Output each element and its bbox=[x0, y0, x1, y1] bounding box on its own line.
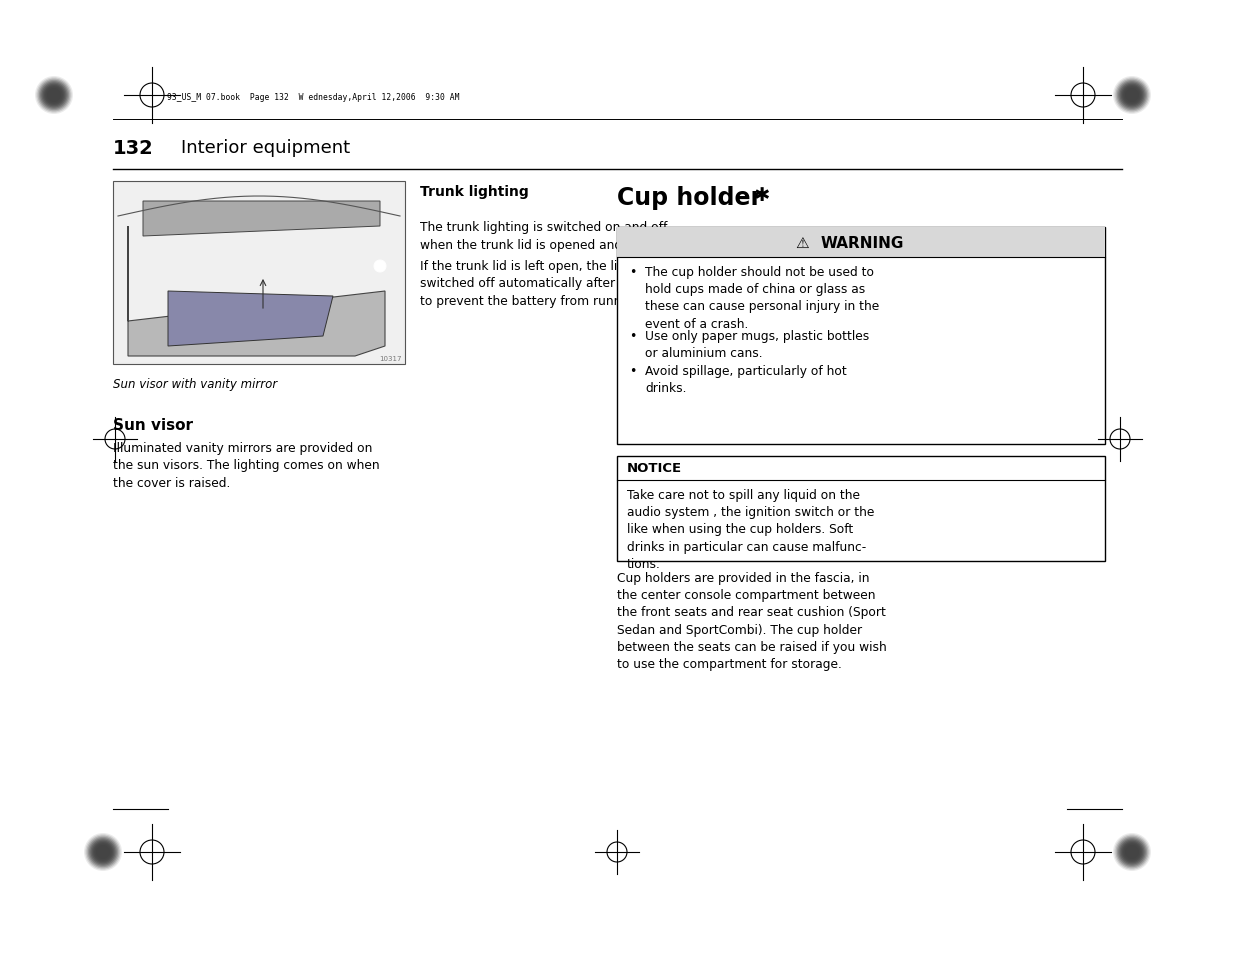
Circle shape bbox=[95, 844, 110, 860]
Circle shape bbox=[53, 95, 56, 97]
Circle shape bbox=[1128, 847, 1137, 857]
Circle shape bbox=[1130, 93, 1134, 98]
Circle shape bbox=[1120, 841, 1144, 863]
Circle shape bbox=[1123, 842, 1142, 862]
Text: If the trunk lid is left open, the lighting will be
switched off automatically a: If the trunk lid is left open, the light… bbox=[420, 260, 699, 308]
Circle shape bbox=[1114, 78, 1150, 113]
Circle shape bbox=[91, 841, 115, 863]
Circle shape bbox=[1126, 846, 1139, 859]
Text: NOTICE: NOTICE bbox=[627, 462, 682, 475]
Circle shape bbox=[1130, 850, 1134, 855]
Circle shape bbox=[1113, 77, 1151, 115]
Text: Trunk lighting: Trunk lighting bbox=[420, 185, 529, 199]
Bar bbox=[618, 456, 1105, 561]
Circle shape bbox=[98, 847, 107, 857]
Circle shape bbox=[1116, 837, 1147, 867]
Circle shape bbox=[1119, 840, 1145, 864]
Circle shape bbox=[84, 833, 122, 871]
Circle shape bbox=[52, 93, 57, 98]
Circle shape bbox=[100, 848, 106, 856]
Text: Use only paper mugs, plastic bottles
or aluminium cans.: Use only paper mugs, plastic bottles or … bbox=[645, 330, 869, 359]
Circle shape bbox=[36, 78, 72, 113]
Circle shape bbox=[93, 842, 112, 862]
Text: Illuminated vanity mirrors are provided on
the sun visors. The lighting comes on: Illuminated vanity mirrors are provided … bbox=[112, 441, 379, 490]
Circle shape bbox=[85, 835, 121, 870]
Circle shape bbox=[1116, 81, 1147, 112]
Circle shape bbox=[1119, 83, 1145, 109]
Circle shape bbox=[43, 85, 65, 107]
Bar bbox=[112, 182, 405, 365]
Text: Take care not to spill any liquid on the
audio system , the ignition switch or t: Take care not to spill any liquid on the… bbox=[627, 489, 874, 570]
Circle shape bbox=[1124, 87, 1141, 105]
Circle shape bbox=[1131, 851, 1132, 853]
Circle shape bbox=[49, 91, 59, 101]
Circle shape bbox=[35, 77, 73, 115]
Circle shape bbox=[101, 850, 105, 855]
Text: Avoid spillage, particularly of hot
drinks.: Avoid spillage, particularly of hot drin… bbox=[645, 365, 847, 395]
Circle shape bbox=[89, 839, 117, 866]
Circle shape bbox=[1115, 836, 1149, 868]
Polygon shape bbox=[128, 227, 385, 356]
Circle shape bbox=[51, 92, 58, 99]
Circle shape bbox=[1113, 833, 1151, 871]
Circle shape bbox=[1118, 82, 1146, 110]
Circle shape bbox=[1126, 90, 1139, 102]
Text: Sun visor with vanity mirror: Sun visor with vanity mirror bbox=[112, 377, 277, 391]
Text: Sun visor: Sun visor bbox=[112, 417, 193, 433]
Text: •: • bbox=[629, 330, 636, 342]
Text: ⚠: ⚠ bbox=[795, 235, 809, 251]
Text: •: • bbox=[629, 365, 636, 377]
Bar bbox=[618, 228, 1105, 444]
Text: WARNING: WARNING bbox=[820, 235, 904, 251]
Circle shape bbox=[96, 846, 109, 859]
Circle shape bbox=[38, 81, 69, 112]
Circle shape bbox=[46, 87, 63, 105]
Text: ✱: ✱ bbox=[755, 186, 771, 205]
Circle shape bbox=[47, 89, 62, 103]
Text: Interior equipment: Interior equipment bbox=[182, 139, 351, 157]
Circle shape bbox=[1129, 92, 1135, 99]
Circle shape bbox=[1124, 843, 1141, 861]
Circle shape bbox=[1115, 79, 1149, 112]
Circle shape bbox=[1128, 91, 1137, 101]
Circle shape bbox=[1118, 839, 1146, 866]
Text: Cup holder: Cup holder bbox=[618, 186, 771, 210]
Circle shape bbox=[42, 83, 67, 109]
Circle shape bbox=[103, 851, 104, 853]
Circle shape bbox=[44, 86, 64, 106]
Text: 10317: 10317 bbox=[379, 355, 403, 361]
Bar bbox=[115, 184, 403, 363]
Bar bbox=[618, 228, 1105, 257]
Polygon shape bbox=[168, 292, 333, 347]
Polygon shape bbox=[143, 202, 380, 236]
Circle shape bbox=[88, 837, 119, 867]
Text: The trunk lighting is switched on and off
when the trunk lid is opened and close: The trunk lighting is switched on and of… bbox=[420, 221, 669, 252]
Circle shape bbox=[1123, 86, 1142, 106]
Text: •: • bbox=[629, 266, 636, 278]
Text: Cup holders are provided in the fascia, in
the center console compartment betwee: Cup holders are provided in the fascia, … bbox=[618, 572, 887, 670]
Circle shape bbox=[41, 82, 68, 110]
Text: The cup holder should not be used to
hold cups made of china or glass as
these c: The cup holder should not be used to hol… bbox=[645, 266, 879, 331]
Circle shape bbox=[1125, 844, 1140, 860]
Circle shape bbox=[1129, 848, 1135, 856]
Circle shape bbox=[1120, 85, 1144, 107]
Circle shape bbox=[1125, 89, 1140, 103]
Circle shape bbox=[90, 840, 116, 864]
Circle shape bbox=[86, 836, 120, 868]
Circle shape bbox=[37, 79, 70, 112]
Circle shape bbox=[1114, 835, 1150, 870]
Circle shape bbox=[1131, 95, 1132, 97]
Text: 93_US_M 07.book  Page 132  W ednesday,April 12,2006  9:30 AM: 93_US_M 07.book Page 132 W ednesday,Apri… bbox=[167, 92, 459, 101]
Circle shape bbox=[48, 90, 61, 102]
Text: 132: 132 bbox=[112, 138, 153, 157]
Circle shape bbox=[374, 261, 387, 273]
Circle shape bbox=[94, 843, 111, 861]
